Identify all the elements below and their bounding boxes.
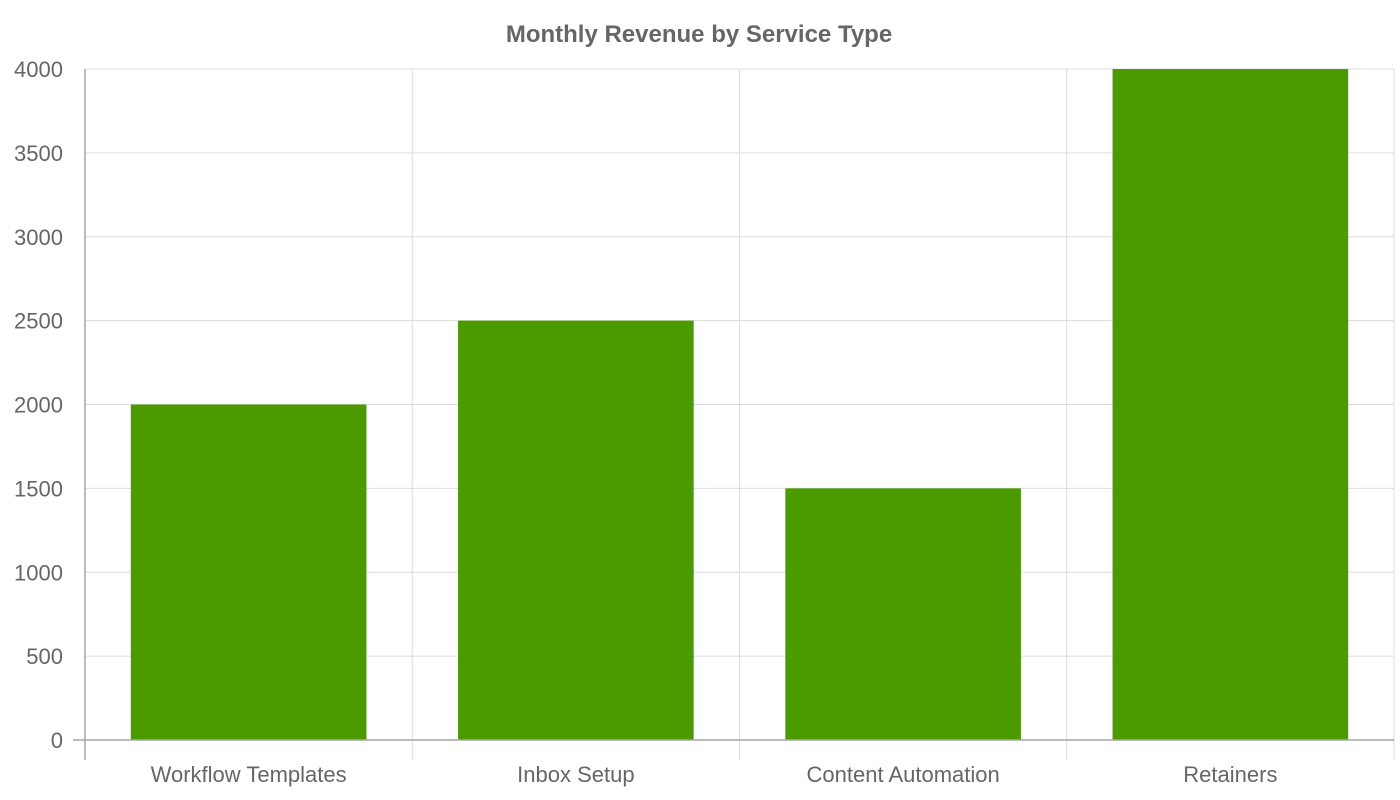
x-tick-label: Retainers	[1183, 762, 1277, 787]
bar-retainers	[1112, 69, 1349, 740]
bars	[130, 69, 1349, 740]
x-tick-label: Inbox Setup	[517, 762, 634, 787]
bar-workflow-templates	[130, 404, 367, 740]
y-axis-tick-labels: 0 500 1000 1500 2000 2500 3000 3500 4000	[14, 57, 63, 753]
x-tick-label: Content Automation	[807, 762, 1000, 787]
y-tick-label: 1000	[14, 560, 63, 585]
bar-content-automation	[785, 488, 1021, 740]
y-tick-label: 0	[51, 728, 63, 753]
y-tick-label: 500	[26, 644, 63, 669]
y-tick-label: 2500	[14, 309, 63, 334]
bar-inbox-setup	[458, 320, 694, 740]
x-axis-tick-labels: Workflow Templates Inbox Setup Content Aut…	[151, 762, 1278, 787]
y-tick-label: 4000	[14, 57, 63, 82]
y-tick-label: 2000	[14, 393, 63, 418]
y-tick-label: 1500	[14, 476, 63, 501]
y-tick-label: 3500	[14, 141, 63, 166]
axes	[73, 69, 1394, 760]
chart-title: Monthly Revenue by Service Type	[506, 21, 892, 48]
x-tick-label: Workflow Templates	[151, 762, 347, 787]
y-tick-label: 3000	[14, 225, 63, 250]
